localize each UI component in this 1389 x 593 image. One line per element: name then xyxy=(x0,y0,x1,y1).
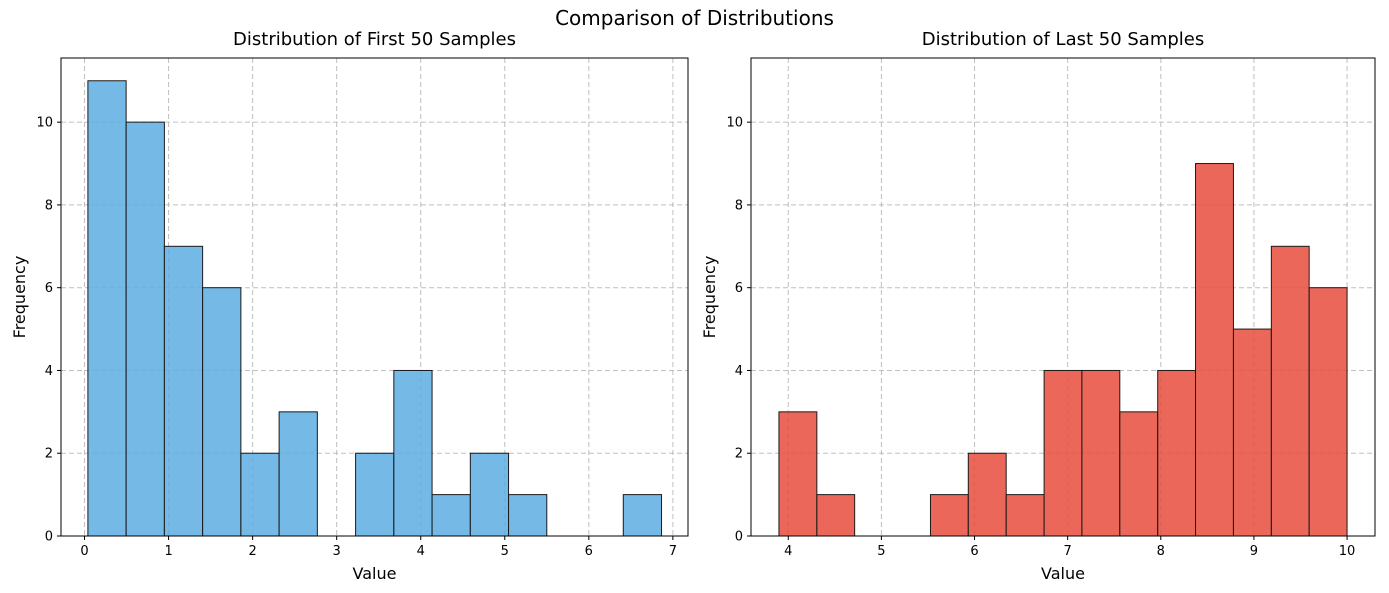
right-histogram-bar-14 xyxy=(1308,287,1348,537)
right-histogram-bar-10 xyxy=(1157,369,1197,537)
right-y-tick-label: 8 xyxy=(735,198,743,213)
right-x-tick-label: 9 xyxy=(1250,544,1258,559)
left-x-tick-label: 1 xyxy=(164,544,172,559)
right-histogram-bar-7 xyxy=(1043,369,1083,537)
right-y-tick-label: 4 xyxy=(735,364,743,379)
left-histogram-bar-4 xyxy=(240,452,280,537)
right-x-tick-label: 10 xyxy=(1339,544,1356,559)
right-histogram-bar-12 xyxy=(1232,328,1272,537)
right-histogram-bar-0 xyxy=(778,411,818,537)
right-y-tick-label: 10 xyxy=(726,116,743,131)
right-y-tick-label: 2 xyxy=(735,447,743,462)
left-histogram-bar-1 xyxy=(125,121,165,537)
left-x-tick-label: 6 xyxy=(585,544,593,559)
right-chart-title: Distribution of Last 50 Samples xyxy=(922,29,1205,50)
right-axes-frame xyxy=(750,57,1376,537)
right-y-tick-label: 0 xyxy=(735,530,743,545)
left-histogram-bar-7 xyxy=(355,452,395,537)
right-y-tick-label: 6 xyxy=(735,281,743,296)
right-histogram-bar-8 xyxy=(1081,369,1121,537)
left-y-tick-label: 8 xyxy=(45,198,53,213)
right-histogram-bar-9 xyxy=(1119,411,1159,537)
right-histogram-bar-1 xyxy=(816,494,856,537)
left-chart-title: Distribution of First 50 Samples xyxy=(233,29,516,50)
right-histogram-bar-5 xyxy=(967,452,1007,537)
left-histogram-panel: 0 1 2 3 4 5 6 7 0 2 4 6 8 10 Distribution of First 50 … xyxy=(10,29,689,583)
left-histogram-bar-14 xyxy=(622,494,663,537)
figure-title: Comparison of Distributions xyxy=(555,6,834,30)
left-histogram-bar-11 xyxy=(508,494,548,537)
left-x-tick-label: 4 xyxy=(417,544,425,559)
right-x-tick-label: 7 xyxy=(1064,544,1072,559)
left-histogram-bar-0 xyxy=(87,80,127,537)
left-histogram-bar-5 xyxy=(278,411,318,537)
right-histogram-bar-11 xyxy=(1195,163,1234,537)
left-y-tick-label: 4 xyxy=(45,364,53,379)
right-x-axis-label: Value xyxy=(1041,564,1085,583)
left-y-tick-label: 2 xyxy=(45,447,53,462)
left-x-tick-label: 2 xyxy=(248,544,256,559)
left-axes-frame xyxy=(60,57,689,537)
right-x-tick-label: 5 xyxy=(877,544,885,559)
left-histogram-bar-8 xyxy=(393,369,433,537)
left-y-tick-label: 0 xyxy=(45,530,53,545)
left-x-tick-label: 5 xyxy=(501,544,509,559)
left-x-tick-label: 0 xyxy=(80,544,88,559)
left-histogram-bar-3 xyxy=(202,287,242,537)
left-histogram-bar-9 xyxy=(431,494,471,537)
left-y-tick-label: 10 xyxy=(36,116,53,131)
left-y-tick-label: 6 xyxy=(45,281,53,296)
right-y-axis-label: Frequency xyxy=(700,256,719,339)
right-x-tick-label: 8 xyxy=(1157,544,1165,559)
left-y-axis-label: Frequency xyxy=(10,256,29,339)
right-histogram-bar-13 xyxy=(1270,245,1310,537)
left-x-tick-label: 7 xyxy=(669,544,677,559)
left-x-tick-label: 3 xyxy=(333,544,341,559)
left-x-axis-label: Value xyxy=(353,564,397,583)
right-x-tick-label: 4 xyxy=(784,544,792,559)
left-histogram-bar-10 xyxy=(469,452,510,537)
left-histogram-bar-2 xyxy=(163,245,204,537)
right-histogram-bar-4 xyxy=(929,494,969,537)
right-histogram-bar-6 xyxy=(1005,494,1045,537)
right-x-tick-label: 6 xyxy=(970,544,978,559)
right-histogram-panel: 4 5 6 7 8 9 10 0 2 4 6 8 10 Distribution of Last 50 S… xyxy=(700,29,1376,583)
